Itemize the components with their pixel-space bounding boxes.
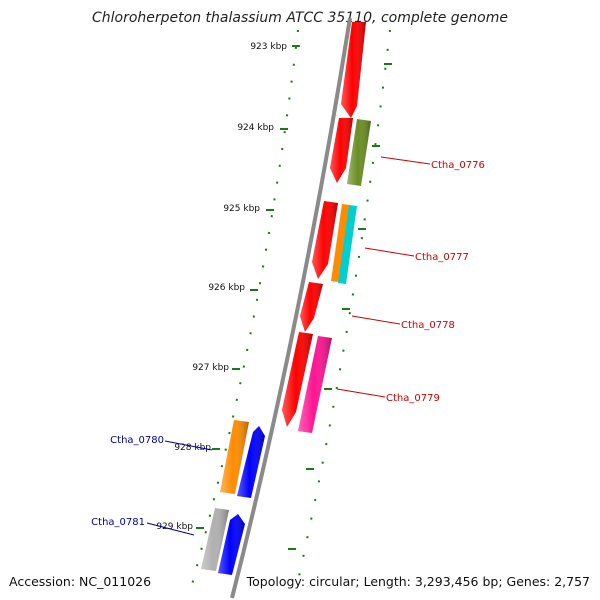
gene-label-ctha-0779[interactable]: Ctha_0779	[386, 393, 440, 404]
gene-label-ctha-0778[interactable]: Ctha_0778	[401, 320, 455, 331]
gene-highlight	[218, 514, 245, 575]
kbp-label: 925 kbp	[223, 204, 260, 214]
topology-text: Topology: circular; Length: 3,293,456 bp…	[246, 574, 590, 589]
kbp-label: 929 kbp	[156, 522, 193, 532]
genome-backbone	[230, 17, 352, 599]
gene-highlight	[220, 420, 249, 494]
gene-highlight	[330, 118, 353, 183]
leader-line	[336, 388, 386, 398]
gene-label-ctha-0777[interactable]: Ctha_0777	[415, 252, 469, 263]
kbp-label: 926 kbp	[208, 283, 245, 293]
gene-highlight	[312, 201, 338, 279]
gene-arrow[interactable]	[338, 205, 357, 284]
gene-highlight	[341, 22, 366, 118]
gene-label-ctha-0776[interactable]: Ctha_0776	[431, 160, 485, 171]
kbp-tick-marks	[196, 45, 392, 550]
kbp-label: 928 kbp	[174, 443, 211, 453]
leader-line	[164, 440, 213, 451]
kbp-label: 923 kbp	[250, 42, 287, 52]
map-title: Chloroherpeton thalassium ATCC 35110, co…	[92, 10, 508, 26]
inner-tick-rail	[189, 29, 299, 593]
gene-label-ctha-0781[interactable]: Ctha_0781	[91, 517, 145, 528]
accession-text: Accession: NC_011026	[9, 574, 151, 589]
gene-label-ctha-0780[interactable]: Ctha_0780	[110, 435, 164, 446]
gene-highlight	[201, 508, 229, 571]
gene-highlight	[237, 426, 265, 498]
kbp-label: 927 kbp	[192, 363, 229, 373]
leader-line	[364, 247, 415, 257]
gene-highlight	[282, 332, 313, 427]
gene-highlight	[300, 282, 323, 332]
leader-line	[146, 522, 195, 536]
gene-highlight	[347, 119, 371, 186]
gene-shading	[201, 22, 371, 575]
gene-highlight	[298, 336, 332, 433]
gene-arrow[interactable]	[331, 204, 350, 282]
leader-line	[380, 156, 431, 165]
leader-line	[351, 315, 401, 325]
kbp-label: 924 kbp	[237, 123, 274, 133]
